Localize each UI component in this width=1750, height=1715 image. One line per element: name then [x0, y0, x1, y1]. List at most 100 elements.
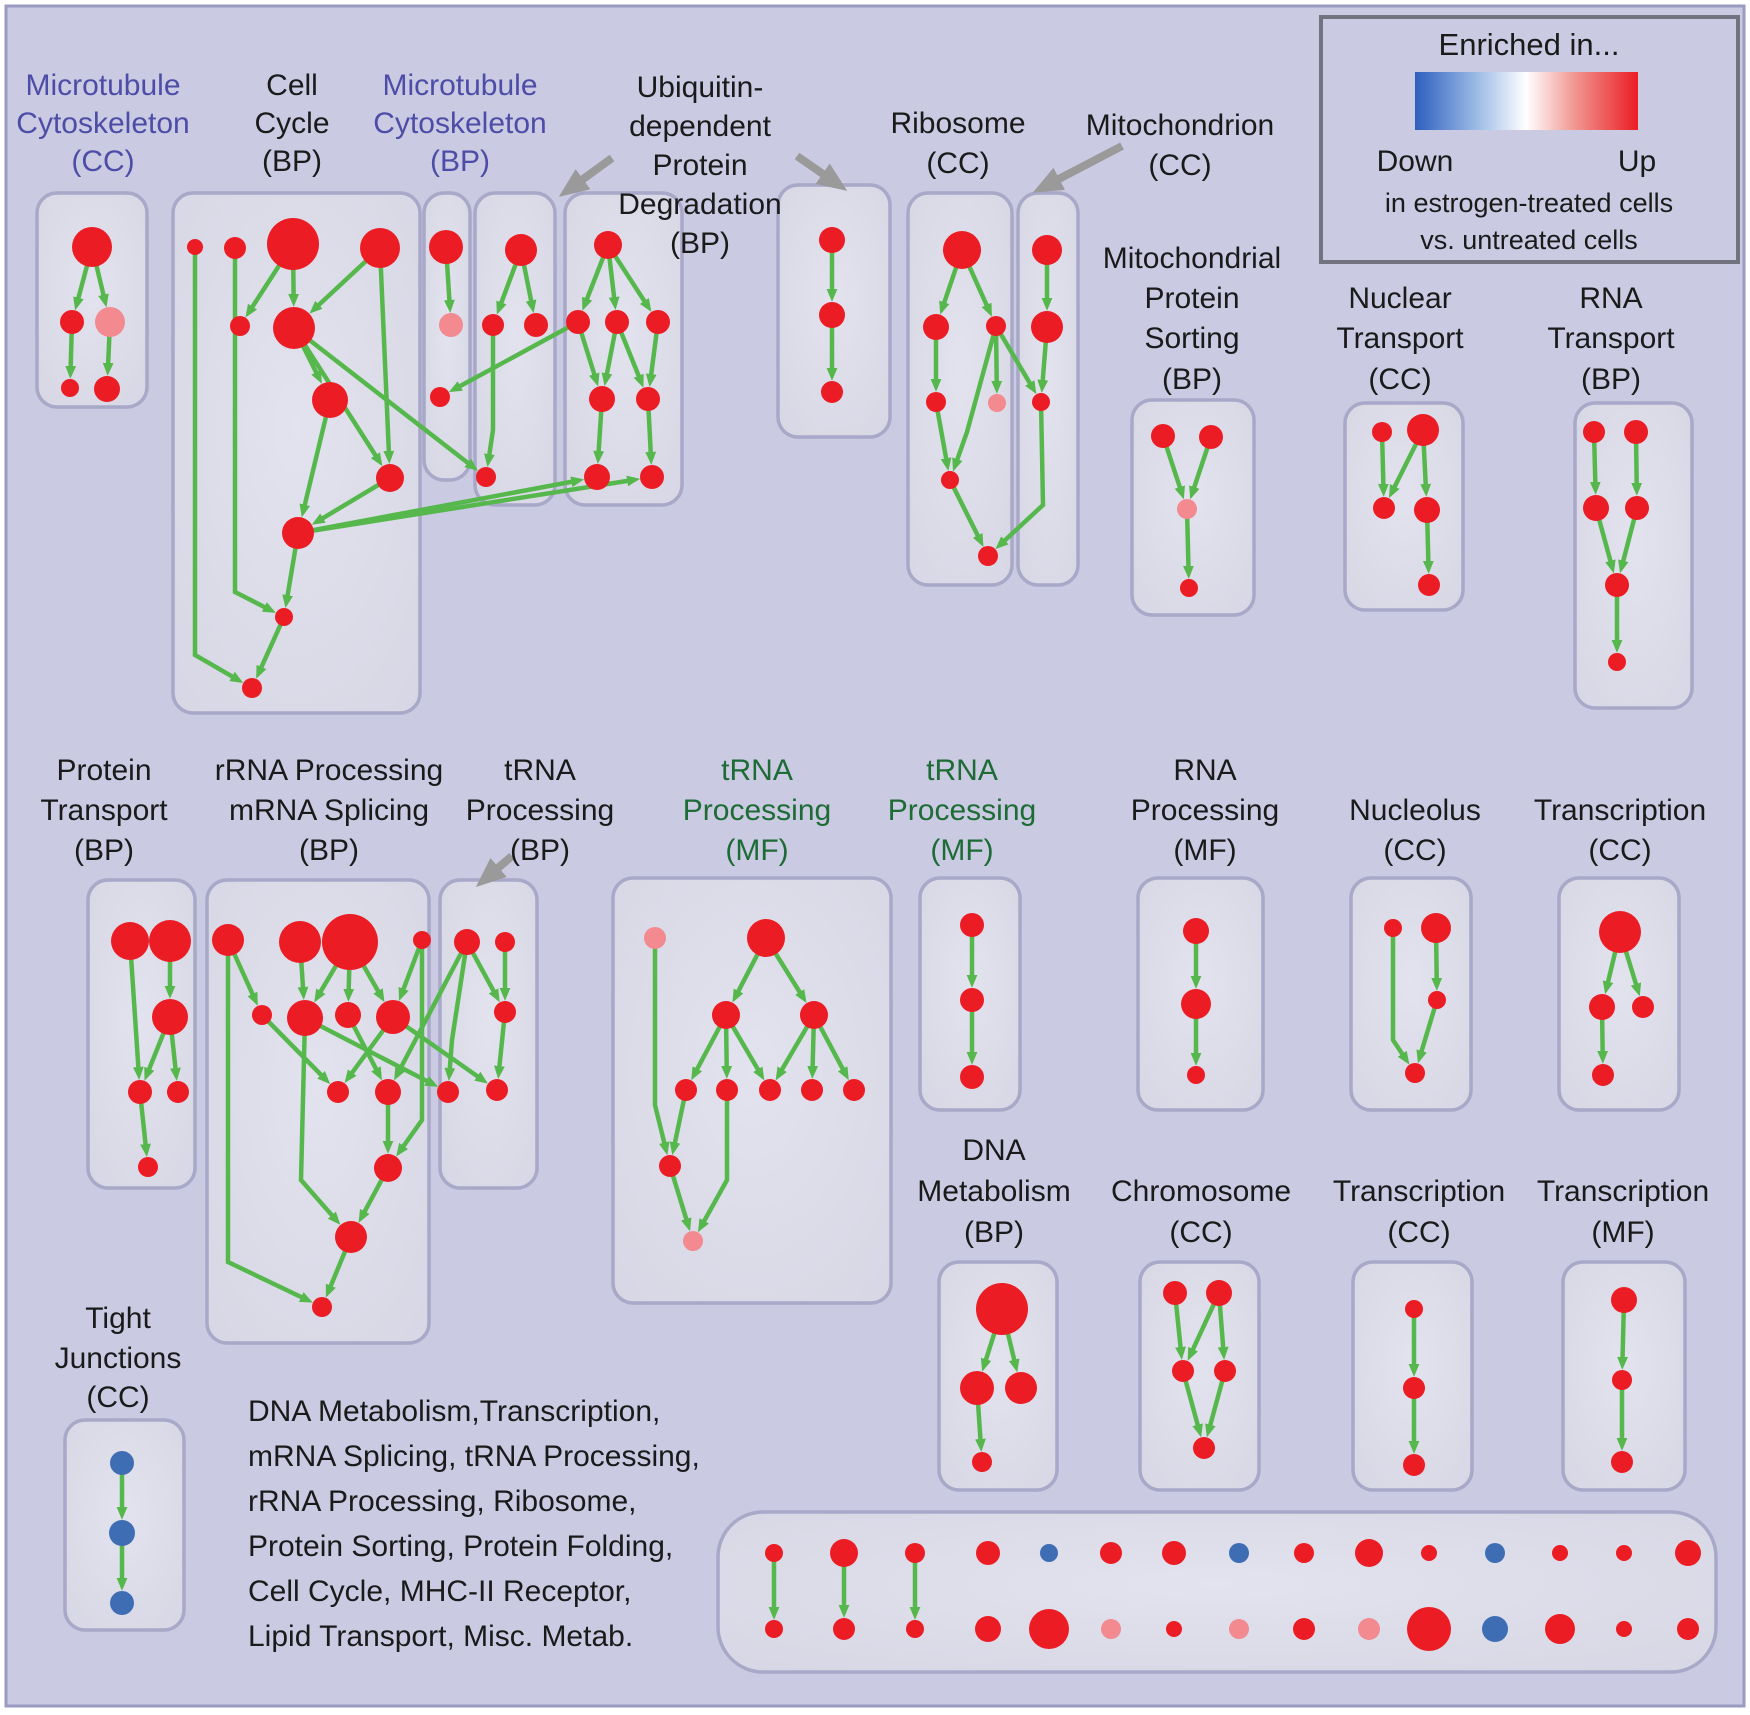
node-rrna-processing-mrna-splicing-bp-3	[413, 931, 431, 949]
node-nuclear-transport-cc-1	[1407, 414, 1439, 446]
node-ribosome-cc-5	[941, 471, 959, 489]
node-tight-junctions-cc-0	[110, 1451, 134, 1475]
node-cell-cycle-bp-3	[360, 228, 400, 268]
edge-arrow-cross	[391, 1015, 488, 1084]
label-rna-processing-mf: (MF)	[1173, 834, 1236, 867]
label-trna-processing-mf-small: Processing	[888, 794, 1036, 827]
node-trna-processing-bp-2	[494, 1001, 516, 1023]
edge-arrow-microtubule-cytoskeleton-bp	[484, 325, 496, 468]
label-mitochondrial-protein-sorting-bp: Sorting	[1144, 322, 1239, 355]
node-trna-processing-mf-large-4	[675, 1079, 697, 1101]
label-trna-processing-mf-large: (MF)	[725, 834, 788, 867]
node-mitochondrion-cc-0	[1032, 235, 1062, 265]
label-cell-cycle-bp: Cell	[266, 69, 318, 102]
label-microtubule-cytoskeleton-bp: Microtubule	[382, 69, 537, 102]
node-protein-transport-bp-0	[111, 922, 149, 960]
legend-gradient-bar	[1415, 72, 1638, 130]
node-ribosome-cc-1	[923, 314, 949, 340]
node-mixed-cluster-band-24	[1358, 1618, 1380, 1640]
label-rna-transport-bp: RNA	[1579, 282, 1642, 315]
label-nucleolus-cc: (CC)	[1383, 834, 1446, 867]
edge-arrow-trna-processing-mf-large	[697, 1090, 730, 1233]
node-trna-processing-bp-3	[437, 1081, 459, 1103]
node-microtubule-cytoskeleton-cc-1	[60, 310, 84, 334]
edge-arrow-cross	[292, 326, 479, 471]
node-cell-cycle-bp-5	[273, 307, 315, 349]
node-ubiquitin-degradation-bp-1-7	[640, 465, 664, 489]
label-rna-transport-bp: Transport	[1547, 322, 1675, 355]
node-mixed-cluster-band-19	[1029, 1609, 1069, 1649]
node-cell-cycle-bp-6	[312, 382, 348, 418]
label-ubiquitin-degradation-bp-1: (BP)	[670, 227, 730, 260]
node-ubiquitin-degradation-bp-1-6	[584, 464, 610, 490]
node-mixed-cluster-band-9	[1355, 1539, 1383, 1567]
box-ribosome-cc	[906, 191, 1014, 587]
label-microtubule-cytoskeleton-bp: Cytoskeleton	[373, 107, 546, 140]
label-nuclear-transport-cc: Nuclear	[1348, 282, 1451, 315]
node-tight-junctions-cc-1	[109, 1520, 135, 1546]
node-rrna-processing-mrna-splicing-bp-2	[322, 914, 378, 970]
node-cell-cycle-bp-4	[230, 316, 250, 336]
label-mitochondrion-cc: (CC)	[1148, 149, 1211, 182]
node-microtubule-cytoskeleton-bp-3	[476, 467, 496, 487]
node-trna-processing-mf-large-1	[747, 919, 785, 957]
node-mitochondrial-protein-sorting-bp-2	[1177, 499, 1197, 519]
node-mixed-cluster-band-29	[1677, 1618, 1699, 1640]
annotation-line-3: Protein Sorting, Protein Folding,	[248, 1530, 673, 1563]
edge-arrow-cross	[994, 324, 1037, 395]
edge-arrow-ribosome-cc	[952, 325, 999, 472]
label-trna-processing-mf-small: tRNA	[926, 754, 998, 787]
label-trna-processing-bp: Processing	[466, 794, 614, 827]
box-ubiquitin-degradation-bp-1	[563, 191, 684, 507]
node-rrna-processing-mrna-splicing-bp-0	[212, 924, 244, 956]
node-transcription-cc-mid-3	[1592, 1064, 1614, 1086]
legend-subtitle-2: vs. untreated cells	[1420, 225, 1638, 255]
edge-arrow-nucleolus-cc	[1416, 999, 1440, 1064]
node-mixed-cluster-band-7	[1229, 1543, 1249, 1563]
node-cell-cycle-bp-9	[275, 608, 293, 626]
node-chromosome-cc-1	[1206, 1280, 1232, 1306]
node-dna-metabolism-bp-3	[972, 1452, 992, 1472]
node-rna-processing-mf-0	[1183, 918, 1209, 944]
node-rrna-processing-mrna-splicing-bp-8	[327, 1081, 349, 1103]
edge-arrow-ribosome-cc	[947, 478, 984, 547]
node-trna-processing-mf-large-9	[659, 1155, 681, 1177]
label-trna-processing-mf-large: tRNA	[721, 754, 793, 787]
label-protein-transport-bp: Transport	[40, 794, 168, 827]
node-mixed-cluster-band-22	[1229, 1619, 1249, 1639]
node-trna-processing-bp-1	[495, 932, 515, 952]
box-microtubule-cytoskeleton-cc	[35, 191, 149, 409]
node-protein-transport-bp-5	[138, 1157, 158, 1177]
label-rrna-processing-mrna-splicing-bp: mRNA Splicing	[229, 794, 429, 827]
node-trna-processing-mf-small-1	[960, 988, 984, 1012]
label-protein-transport-bp: Protein	[56, 754, 151, 787]
node-ubiquitin-degradation-bp-1-1	[566, 310, 590, 334]
label-tight-junctions-cc: Tight	[85, 1302, 151, 1335]
node-mixed-cluster-band-21	[1166, 1621, 1182, 1637]
annotation-line-1: mRNA Splicing, tRNA Processing,	[248, 1440, 700, 1473]
node-mixed-cluster-band-4	[1040, 1544, 1058, 1562]
node-dna-metabolism-bp-2	[1005, 1372, 1037, 1404]
annotation-line-2: rRNA Processing, Ribosome,	[248, 1485, 636, 1518]
node-rna-transport-bp-5	[1608, 653, 1626, 671]
edge-arrow-cross	[394, 940, 469, 1081]
node-mixed-cluster-band-25	[1407, 1607, 1451, 1651]
node-trna-processing-mf-large-7	[801, 1079, 823, 1101]
pointer-arrow	[558, 154, 615, 197]
node-nuclear-transport-cc-3	[1414, 497, 1440, 523]
label-trna-processing-mf-large: Processing	[683, 794, 831, 827]
label-transcription-mf: Transcription	[1537, 1175, 1709, 1208]
node-transcription-mf-2	[1611, 1451, 1633, 1473]
node-mitochondrial-protein-sorting-bp-1	[1199, 425, 1223, 449]
label-transcription-cc-mid: Transcription	[1534, 794, 1706, 827]
label-nuclear-transport-cc: Transport	[1336, 322, 1464, 355]
node-nucleolus-cc-1	[1421, 913, 1451, 943]
label-cell-cycle-bp: Cycle	[254, 107, 329, 140]
node-mixed-cluster-band-23	[1293, 1618, 1315, 1640]
box-transcription-cc-mid	[1557, 876, 1681, 1112]
node-nucleolus-cc-0	[1384, 919, 1402, 937]
box-dna-metabolism-bp	[937, 1260, 1059, 1492]
node-mixed-cluster-band-1	[830, 1539, 858, 1567]
node-nucleolus-cc-2	[1428, 991, 1446, 1009]
node-microtubule-cytoskeleton-bp-sub-0	[429, 230, 463, 264]
